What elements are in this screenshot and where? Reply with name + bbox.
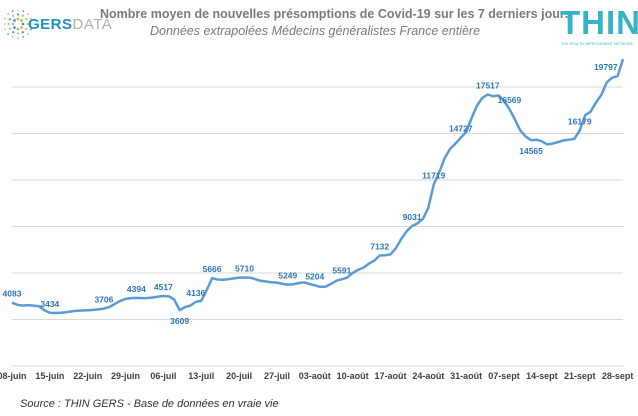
logo-dot: [8, 18, 11, 21]
logo-dot: [20, 26, 23, 29]
x-tick-label: 27-juil: [264, 371, 290, 381]
logo-dot: [4, 28, 6, 31]
x-tick-label: 28-sept: [602, 371, 634, 381]
logo-dot: [13, 26, 16, 29]
thin-logo: THIN THE HEALTH IMPROVEMENT NETWORK: [560, 4, 638, 52]
gersdata-logo-icon: [4, 10, 33, 39]
data-label: 5710: [235, 263, 254, 273]
logo-part-gers: GERS: [28, 16, 73, 33]
data-label: 19797: [594, 62, 618, 72]
logo-dot: [16, 27, 20, 31]
logo-dot: [21, 31, 24, 34]
logo-dot: [8, 27, 11, 30]
data-label: 5249: [278, 271, 297, 281]
x-axis-tick-labels: 08-juin 15-juin 22-juin 29-juin 06-juil 13-ju…: [0, 371, 634, 381]
x-tick-label: 06-juil: [150, 371, 176, 381]
thin-logo-tagline: THE HEALTH IMPROVEMENT NETWORK: [561, 42, 634, 46]
logo-dot: [27, 33, 29, 35]
logo-dot: [25, 27, 28, 30]
logo-dot: [4, 17, 6, 20]
logo-dot: [4, 23, 5, 25]
data-label: 17517: [476, 80, 500, 90]
x-tick-label: 17-août: [374, 371, 406, 381]
data-label: 11719: [422, 170, 445, 180]
logo-dot: [27, 13, 29, 15]
data-label: 5666: [203, 264, 222, 274]
data-labels: 4083 3434 3706 4394 4517 3609 4136 5666 5710 5249…: [3, 62, 618, 326]
logo-dot: [31, 23, 33, 25]
chart-title: Nombre moyen de nouvelles présomptions d…: [100, 7, 572, 21]
chart-subtitle: Données extrapolées Médecins généraliste…: [149, 24, 481, 38]
data-label: 9031: [403, 212, 422, 222]
data-label: 16569: [498, 95, 522, 105]
data-label: 4136: [186, 288, 205, 298]
logo-dot: [16, 13, 20, 16]
data-label: 5204: [305, 271, 324, 281]
data-label: 16179: [568, 116, 592, 126]
data-label: 3434: [40, 299, 59, 309]
data-label: 3609: [170, 316, 189, 326]
logo-dot: [21, 14, 24, 17]
x-tick-label: 07-sept: [488, 371, 520, 381]
x-tick-label: 14-sept: [526, 371, 558, 381]
thin-logo-word: THIN: [560, 4, 638, 41]
logo-dot: [21, 22, 25, 26]
data-label: 5591: [332, 265, 351, 275]
logo-dot: [16, 32, 20, 35]
x-tick-label: 24-août: [412, 371, 444, 381]
gersdata-logo-text: GERSDATA: [28, 16, 112, 33]
logo-dot: [16, 17, 20, 21]
x-tick-label: 21-sept: [564, 371, 596, 381]
logo-dot: [22, 36, 25, 38]
logo-dot: [12, 31, 15, 34]
logo-dot: [30, 28, 32, 31]
logo-dot: [7, 22, 10, 26]
logo-dot: [20, 19, 23, 22]
logo-dot: [7, 33, 9, 35]
logo-dot: [11, 10, 14, 12]
x-tick-label: 03-août: [299, 371, 331, 381]
data-label: 4083: [3, 289, 22, 299]
logo-dot: [17, 37, 19, 39]
gersdata-logo: GERSDATA: [4, 10, 112, 40]
data-label: 14565: [519, 146, 543, 156]
logo-dot: [7, 13, 9, 15]
data-label: 4394: [127, 284, 146, 294]
source-note: Source : THIN GERS - Base de données en …: [20, 398, 279, 410]
x-tick-label: 08-juin: [0, 371, 27, 381]
x-tick-label: 29-juin: [111, 371, 140, 381]
logo-dot: [30, 17, 32, 20]
x-tick-label: 20-juil: [226, 371, 252, 381]
x-tick-label: 31-août: [450, 371, 482, 381]
data-label: 7132: [370, 241, 389, 251]
logo-dot: [11, 36, 14, 38]
series-line: [11, 58, 625, 315]
logo-dot: [22, 10, 25, 12]
x-tick-label: 10-août: [337, 371, 369, 381]
x-tick-label: 13-juil: [188, 371, 214, 381]
data-label: 3706: [94, 295, 113, 305]
logo-dot: [13, 19, 16, 22]
logo-dot: [11, 22, 15, 26]
logo-part-data: DATA: [72, 16, 113, 33]
logo-dot: [12, 14, 15, 17]
x-tick-label: 15-juin: [35, 371, 64, 381]
x-tick-label: 22-juin: [73, 371, 102, 381]
logo-dot: [25, 18, 28, 21]
logo-dot: [17, 10, 19, 11]
data-label: 14727: [449, 124, 473, 134]
data-label: 4517: [154, 282, 173, 292]
logo-dot: [26, 22, 29, 26]
grid-lines: [12, 86, 623, 367]
